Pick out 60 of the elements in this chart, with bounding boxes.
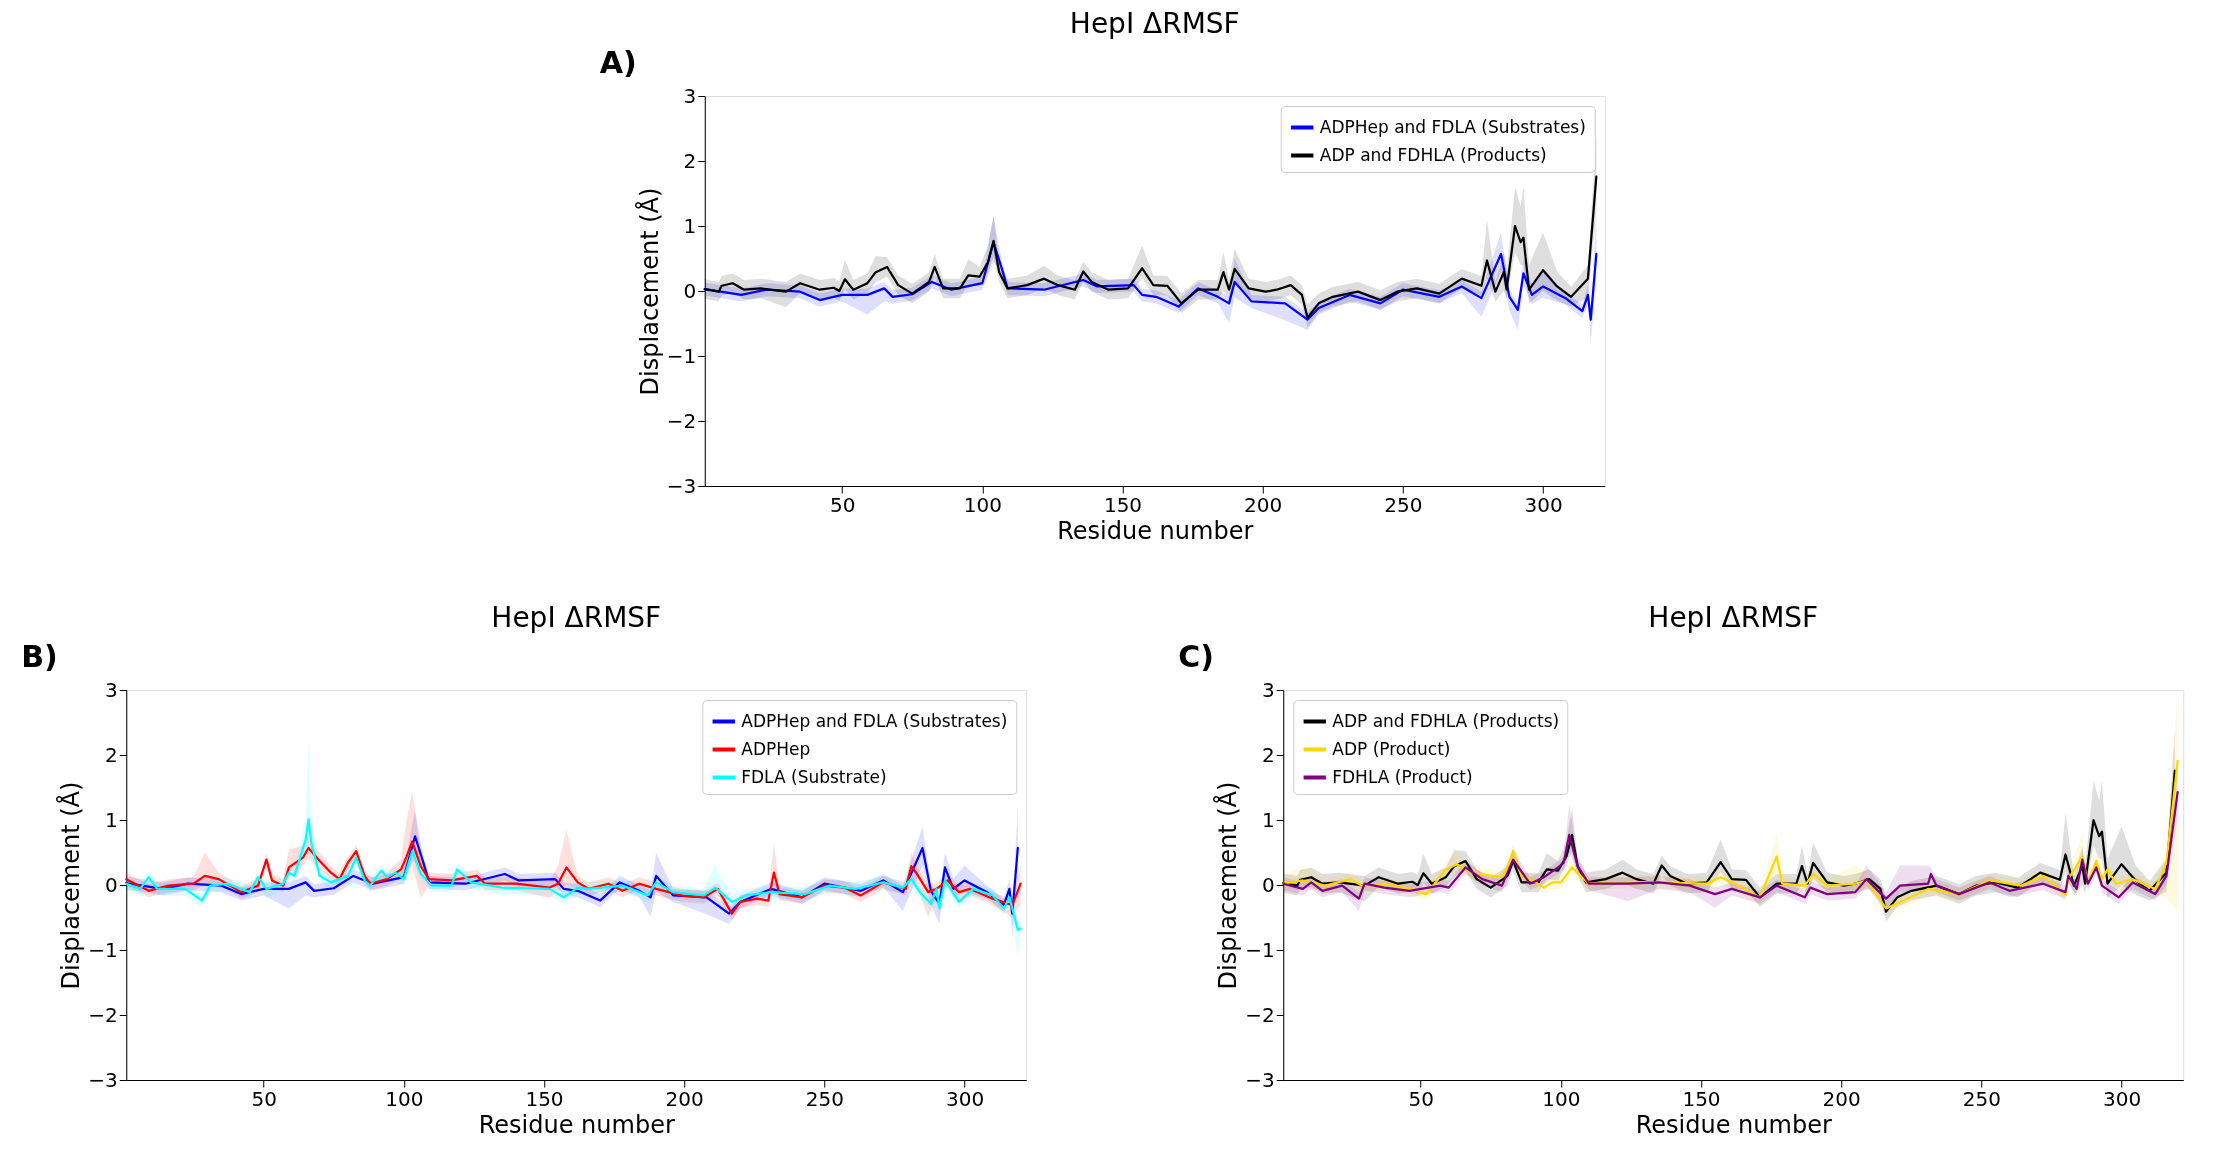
y-tick-label: 1 (1262, 807, 1275, 832)
y-tick-label: 0 (1262, 872, 1275, 897)
legend-label: FDLA (Substrate) (741, 766, 887, 787)
x-tick-label: 300 (945, 1086, 985, 1111)
x-tick-label: 100 (1542, 1086, 1581, 1111)
x-tick-label: 300 (1524, 492, 1563, 517)
x-tick-label: 50 (251, 1086, 277, 1111)
text: C) (1178, 639, 1214, 674)
legend-label: ADPHep and FDLA (Substrates) (1319, 116, 1586, 137)
y-tick-label: 2 (1262, 742, 1275, 767)
legend-label: ADP and FDHLA (Products) (1332, 710, 1560, 731)
y-tick-label: 1 (683, 213, 697, 238)
chart-title: HepI ΔRMSF (491, 601, 662, 634)
x-tick-label: 100 (385, 1086, 424, 1111)
y-tick-label: −3 (666, 473, 697, 498)
y-axis-title: Displacement (Å) (1213, 781, 1243, 990)
legend-label: ADPHep (741, 738, 811, 759)
legend-label: ADP (Product) (1332, 738, 1451, 759)
chart-title: HepI ΔRMSF (1069, 7, 1240, 40)
y-axis-title: Displacement (Å) (56, 781, 86, 990)
y-tick-label: −3 (1245, 1067, 1275, 1092)
x-axis-title: Residue number (1057, 516, 1254, 545)
y-tick-label: −1 (1245, 937, 1275, 962)
y-tick-label: 3 (105, 677, 118, 702)
y-tick-label: 2 (105, 742, 118, 767)
legend-label: FDHLA (Product) (1332, 766, 1473, 787)
x-tick-label: 150 (525, 1086, 564, 1111)
y-axis-title: Displacement (Å) (634, 187, 664, 396)
x-tick-label: 200 (1244, 492, 1283, 517)
text: B) (21, 639, 58, 674)
y-tick-label: −2 (1245, 1002, 1275, 1027)
x-tick-label: 50 (1408, 1086, 1434, 1111)
y-tick-label: −1 (88, 937, 118, 962)
line-series (1282, 790, 2179, 900)
x-tick-label: 200 (1822, 1086, 1861, 1111)
y-tick-label: 0 (105, 872, 118, 897)
x-tick-label: 250 (1962, 1086, 2001, 1111)
text: A) (599, 45, 637, 80)
y-tick-label: 2 (683, 148, 697, 173)
x-axis-title: Residue number (478, 1110, 675, 1139)
y-tick-label: 3 (683, 83, 697, 108)
x-tick-label: 150 (1682, 1086, 1721, 1111)
x-tick-label: 200 (665, 1086, 704, 1111)
y-tick-label: −2 (88, 1002, 118, 1027)
legend-label: ADP and FDHLA (Products) (1319, 144, 1547, 165)
x-tick-label: 50 (829, 492, 856, 517)
x-tick-label: 250 (805, 1086, 844, 1111)
y-tick-label: −2 (666, 408, 697, 433)
y-tick-label: 3 (1262, 677, 1275, 702)
x-axis-title: Residue number (1635, 1110, 1832, 1139)
x-tick-label: 250 (1384, 492, 1423, 517)
y-tick-label: −1 (666, 343, 697, 368)
y-tick-label: 1 (105, 807, 118, 832)
x-tick-label: 150 (1103, 492, 1143, 517)
y-tick-label: 0 (683, 278, 697, 303)
chart-title: HepI ΔRMSF (1648, 601, 1819, 634)
x-tick-label: 100 (963, 492, 1002, 517)
y-tick-label: −3 (88, 1067, 118, 1092)
x-tick-label: 300 (2102, 1086, 2142, 1111)
legend-label: ADPHep and FDLA (Substrates) (741, 710, 1008, 731)
